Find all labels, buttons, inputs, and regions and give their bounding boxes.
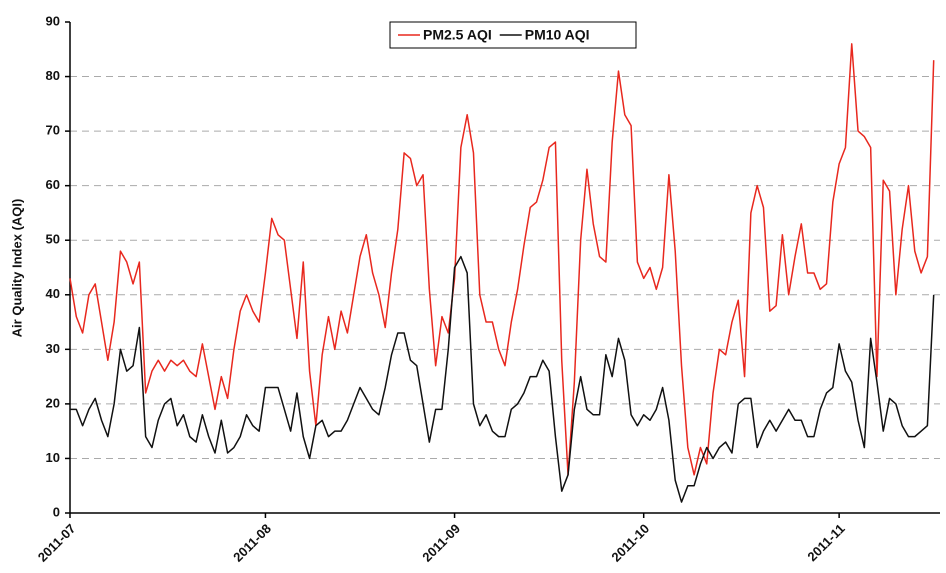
x-tick-label: 2011-08 [230, 521, 274, 565]
series-line [69, 43, 935, 476]
y-tick-label: 80 [46, 68, 60, 83]
legend-label: PM2.5 AQI [423, 27, 492, 43]
x-tick-label: 2011-10 [608, 521, 652, 565]
y-axis-label: Air Quality Index (AQI) [9, 199, 24, 338]
series-line [70, 255, 935, 503]
y-tick-label: 0 [53, 504, 60, 519]
y-tick-label: 70 [46, 123, 60, 138]
y-tick-label: 10 [46, 450, 60, 465]
x-tick-label: 2011-11 [804, 521, 847, 564]
y-tick-label: 30 [46, 341, 60, 356]
y-tick-label: 40 [46, 286, 60, 301]
y-tick-label: 60 [46, 177, 60, 192]
x-tick-label: 2011-07 [35, 521, 79, 565]
legend-label: PM10 AQI [525, 27, 590, 43]
y-tick-label: 50 [46, 232, 60, 247]
y-tick-label: 20 [46, 395, 60, 410]
x-tick-label: 2011-09 [419, 521, 463, 565]
y-tick-label: 90 [46, 13, 60, 28]
